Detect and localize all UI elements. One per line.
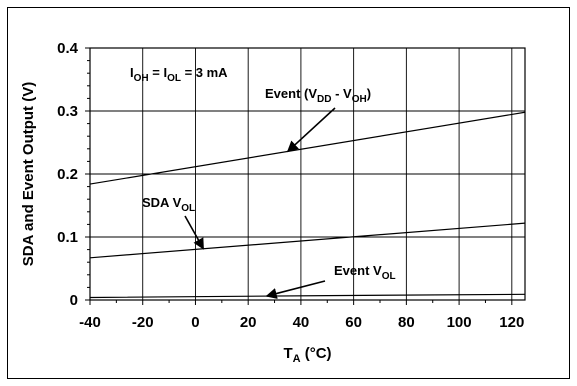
x-tick-label: 100 bbox=[447, 314, 472, 331]
series-label: SDA VOL bbox=[142, 195, 195, 214]
series-arrow bbox=[265, 280, 326, 299]
y-tick-label: 0.3 bbox=[57, 103, 78, 120]
series-line bbox=[89, 222, 526, 259]
figure-border bbox=[7, 7, 570, 379]
label-part-2: - V bbox=[331, 86, 352, 101]
x-tick-label: 120 bbox=[499, 314, 524, 331]
series-lines bbox=[89, 111, 526, 299]
test-condition: IOH = IOL = 3 mA bbox=[130, 65, 228, 84]
label-part-2: = I bbox=[149, 65, 167, 80]
y-tick-label: 0.2 bbox=[57, 166, 78, 183]
label-part-0: I bbox=[130, 65, 134, 80]
series-line bbox=[89, 293, 526, 299]
y-tick-label: 0 bbox=[70, 292, 78, 309]
y-tick-label: 0.4 bbox=[57, 40, 79, 57]
label-part-1: OL bbox=[181, 203, 195, 214]
label-part-0: Event (V bbox=[265, 86, 317, 101]
label-part-4: ) bbox=[367, 86, 371, 101]
x-tick-label: 40 bbox=[293, 314, 310, 331]
label-part-3: OL bbox=[167, 73, 181, 84]
x-tick-label: -40 bbox=[79, 314, 101, 331]
label-part-1: OH bbox=[134, 73, 149, 84]
y-tick-label: 0.1 bbox=[57, 229, 78, 246]
series-arrow bbox=[286, 107, 336, 153]
label-part-0: SDA V bbox=[142, 195, 182, 210]
series-line bbox=[89, 111, 526, 185]
label-part-0: Event V bbox=[334, 263, 382, 278]
x-tick-label: -20 bbox=[132, 314, 154, 331]
x-tick-label: 60 bbox=[345, 314, 362, 331]
label-part-1: OL bbox=[382, 271, 396, 282]
series-label: Event VOL bbox=[334, 263, 396, 282]
series-label: Event (VDD - VOH) bbox=[265, 86, 371, 105]
series-arrow bbox=[184, 215, 205, 250]
x-tick-label: 20 bbox=[240, 314, 257, 331]
x-tick-label: 0 bbox=[191, 314, 199, 331]
axis-ticks: -40 -20 0 20 40 60 80 100 120 0 0.1 0.2 0.3 0.4 bbox=[57, 40, 524, 331]
label-part-1: DD bbox=[317, 94, 331, 105]
x-axis-title: TA (°C) bbox=[283, 345, 331, 365]
label-part-3: OH bbox=[352, 94, 367, 105]
label-part-4: = 3 mA bbox=[181, 65, 228, 80]
x-tick-label: 80 bbox=[398, 314, 415, 331]
y-axis-title: SDA and Event Output (V) bbox=[20, 82, 37, 266]
